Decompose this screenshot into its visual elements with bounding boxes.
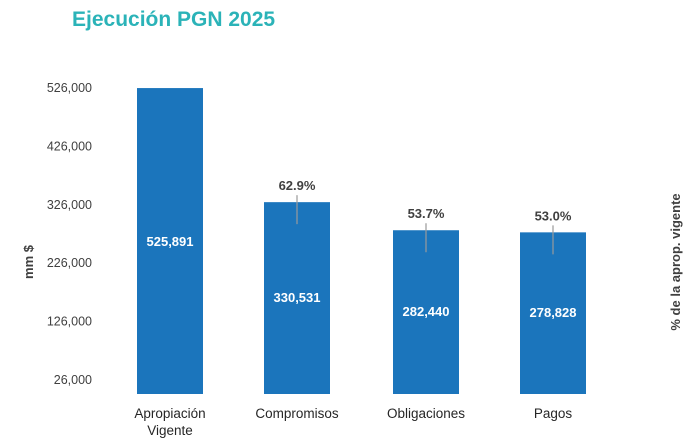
x-category-label: Compromisos [255,406,339,421]
secondary-axis-title: % de la aprop. vigente [668,193,683,330]
bar [393,230,459,394]
bar-value-label: 525,891 [147,234,194,249]
y-tick-label: 326,000 [47,198,92,212]
y-tick-label: 26,000 [54,373,92,387]
x-axis-labels: Apropiación Vigente Compromisos Obligacione… [134,406,572,438]
y-tick-label: 226,000 [47,256,92,270]
x-category-label: Apropiación [134,406,205,421]
bar [137,88,203,394]
y-tick-label: 526,000 [47,81,92,95]
x-category-label: Vigente [147,423,193,438]
bar-value-label: 282,440 [403,304,450,319]
y-tick-label: 426,000 [47,139,92,153]
x-category-label: Pagos [534,406,573,421]
bar [520,232,586,394]
y-axis-ticks: 526,000 426,000 326,000 226,000 126,000 26,00… [47,81,92,387]
bar [264,202,330,394]
bar-percentage-label: 53.7% [408,206,445,221]
y-axis-title: mm $ [21,244,36,279]
y-tick-label: 126,000 [47,315,92,329]
bar-percentage-label: 62.9% [279,178,316,193]
bar-percentage-label: 53.0% [535,208,572,223]
bar-value-label: 278,828 [530,305,577,320]
bars: 525,891 330,531 62.9% 282,440 53.7% 278,828 53… [137,88,586,394]
chart-title: Ejecución PGN 2025 [72,8,276,31]
x-category-label: Obligaciones [387,406,465,421]
bar-value-label: 330,531 [274,290,321,305]
